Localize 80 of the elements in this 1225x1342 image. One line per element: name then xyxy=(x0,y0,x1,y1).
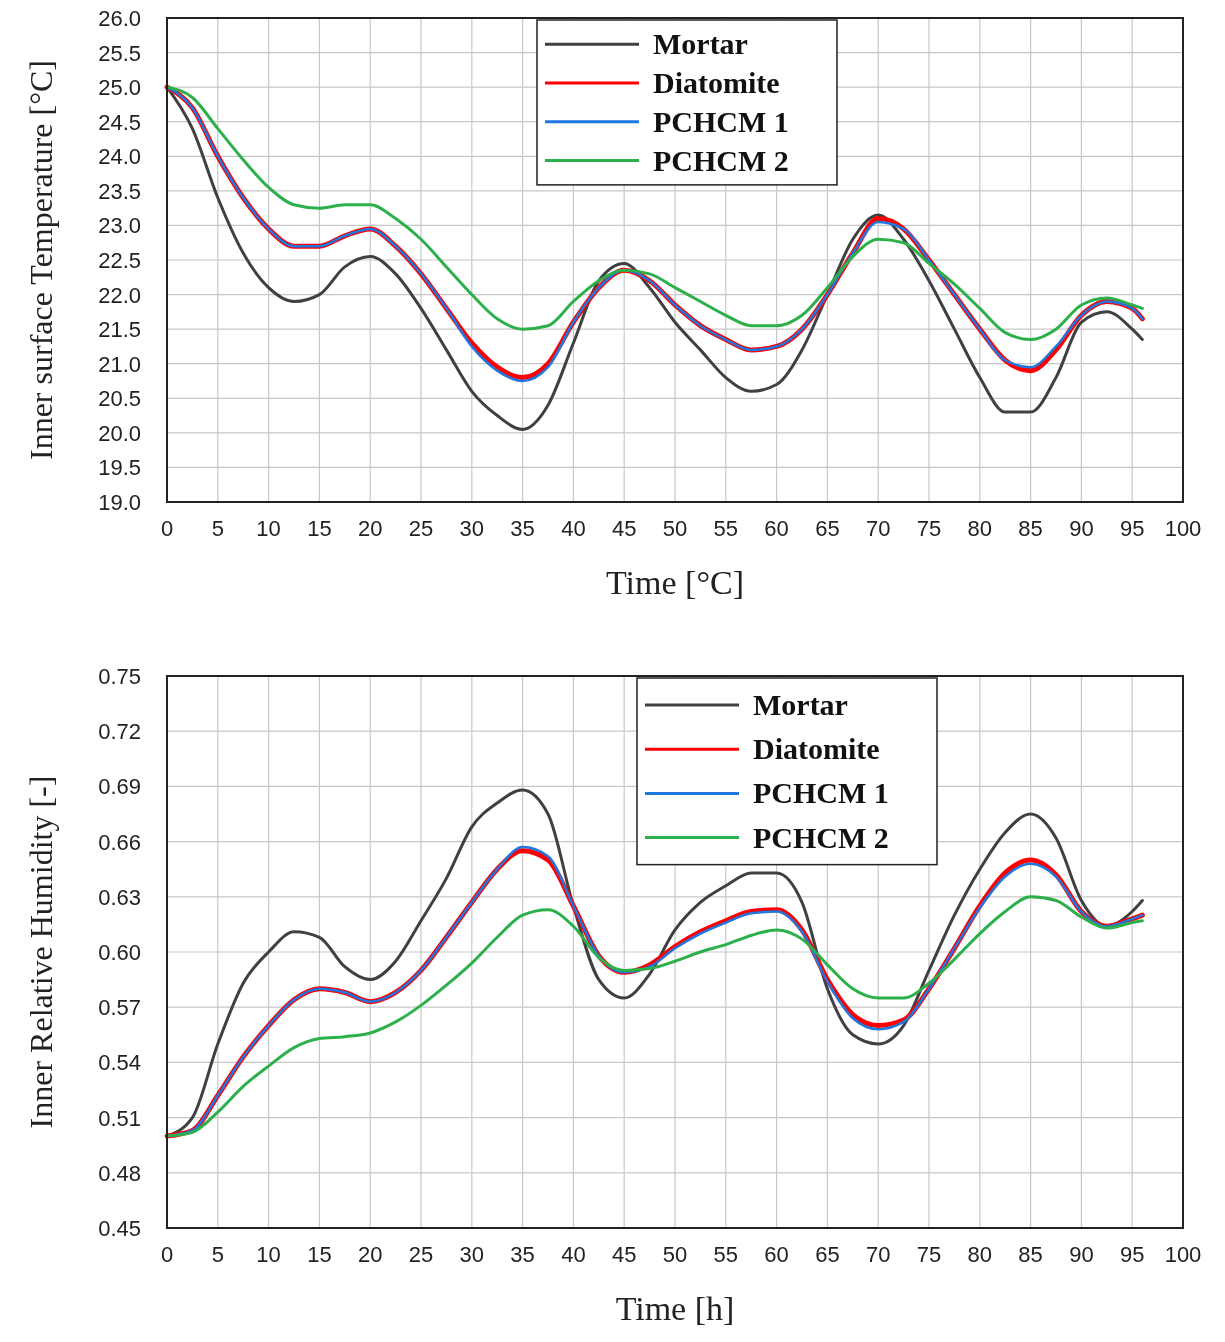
x-tick-label: 50 xyxy=(662,516,688,541)
x-tick-label: 25 xyxy=(408,1242,434,1267)
x-tick-label: 90 xyxy=(1069,1242,1094,1267)
y-tick-label: 19.0 xyxy=(98,490,141,515)
legend-label: Diatomite xyxy=(653,66,780,100)
x-tick-label: 35 xyxy=(510,1242,535,1267)
x-tick-label: 10 xyxy=(256,1242,281,1267)
x-tick-label: 40 xyxy=(561,1242,586,1267)
x-tick-label: 20 xyxy=(357,516,383,541)
y-tick-label: 0.66 xyxy=(98,829,141,855)
y-tick-label: 25.0 xyxy=(98,75,141,101)
x-tick-label: 70 xyxy=(865,516,891,541)
y-tick-label: 0.63 xyxy=(98,884,141,910)
x-tick-label: 50 xyxy=(662,1242,688,1267)
legend-label: Diatomite xyxy=(753,732,880,766)
y-tick-label: 0.45 xyxy=(98,1216,141,1241)
y-tick-label: 23.0 xyxy=(98,213,141,239)
y-tick-label: 19.5 xyxy=(98,455,141,481)
x-tick-label: 85 xyxy=(1018,516,1043,541)
legend-label: Mortar xyxy=(653,27,748,61)
x-tick-label: 100 xyxy=(1164,1242,1202,1267)
x-tick-label: 80 xyxy=(967,1242,993,1267)
x-tick-label: 90 xyxy=(1069,516,1094,541)
x-tick-label: 5 xyxy=(211,1242,224,1267)
x-tick-label: 65 xyxy=(815,1242,840,1267)
y-tick-label: 22.5 xyxy=(98,248,141,273)
y-tick-label: 0.57 xyxy=(98,995,141,1021)
legend-label: PCHCM 2 xyxy=(653,143,789,177)
x-tick-label: 30 xyxy=(459,1242,485,1267)
x-tick-label: 60 xyxy=(764,1242,789,1267)
x-tick-label: 45 xyxy=(611,1242,637,1267)
x-tick-label: 25 xyxy=(408,516,434,541)
x-tick-label: 35 xyxy=(510,516,535,541)
legend-label: PCHCM 2 xyxy=(753,820,889,854)
y-tick-label: 0.51 xyxy=(98,1105,141,1131)
x-tick-label: 55 xyxy=(713,1242,739,1267)
x-tick-label: 0 xyxy=(160,516,174,541)
x-tick-label: 15 xyxy=(307,1242,332,1267)
y-axis-title: Inner Relative Humidity [-] xyxy=(23,775,59,1129)
x-tick-label: 5 xyxy=(211,516,224,541)
y-tick-label: 22.0 xyxy=(98,282,141,308)
x-tick-label: 10 xyxy=(256,516,281,541)
x-tick-label: 85 xyxy=(1018,1242,1043,1267)
y-tick-label: 0.72 xyxy=(98,719,141,745)
x-tick-label: 70 xyxy=(865,1242,891,1267)
y-tick-label: 21.5 xyxy=(98,317,141,343)
x-tick-label: 95 xyxy=(1119,1242,1145,1267)
x-tick-label: 65 xyxy=(815,516,840,541)
y-tick-label: 0.75 xyxy=(98,664,141,689)
y-tick-label: 24.0 xyxy=(98,144,141,170)
y-tick-label: 23.5 xyxy=(98,178,141,204)
y-tick-label: 0.48 xyxy=(98,1160,141,1186)
y-tick-label: 0.54 xyxy=(98,1050,141,1076)
y-tick-label: 21.0 xyxy=(98,351,141,377)
y-tick-label: 20.0 xyxy=(98,420,141,446)
x-tick-label: 95 xyxy=(1119,516,1145,541)
x-tick-label: 40 xyxy=(561,516,586,541)
y-tick-label: 24.5 xyxy=(98,109,141,135)
legend-label: PCHCM 1 xyxy=(753,776,889,810)
y-tick-label: 26.0 xyxy=(98,6,141,31)
x-axis-title: Time [h] xyxy=(615,1290,735,1327)
x-tick-label: 100 xyxy=(1164,516,1202,541)
x-axis-title: Time [°C] xyxy=(606,564,744,601)
x-tick-label: 80 xyxy=(967,516,993,541)
y-axis-title: Inner surface Temperature [°C] xyxy=(23,60,59,460)
x-tick-label: 0 xyxy=(160,1242,174,1267)
x-tick-label: 45 xyxy=(611,516,637,541)
y-tick-label: 0.60 xyxy=(98,940,141,965)
x-tick-label: 75 xyxy=(916,1242,942,1267)
x-tick-label: 55 xyxy=(713,516,739,541)
x-tick-label: 30 xyxy=(459,516,485,541)
y-tick-label: 25.5 xyxy=(98,40,141,66)
legend-label: PCHCM 1 xyxy=(653,104,789,138)
legend-label: Mortar xyxy=(753,688,848,722)
y-tick-label: 20.5 xyxy=(98,386,141,412)
x-tick-label: 75 xyxy=(916,516,942,541)
y-tick-label: 0.69 xyxy=(98,774,141,800)
x-tick-label: 15 xyxy=(307,516,332,541)
x-tick-label: 20 xyxy=(357,1242,383,1267)
x-tick-label: 60 xyxy=(764,516,789,541)
